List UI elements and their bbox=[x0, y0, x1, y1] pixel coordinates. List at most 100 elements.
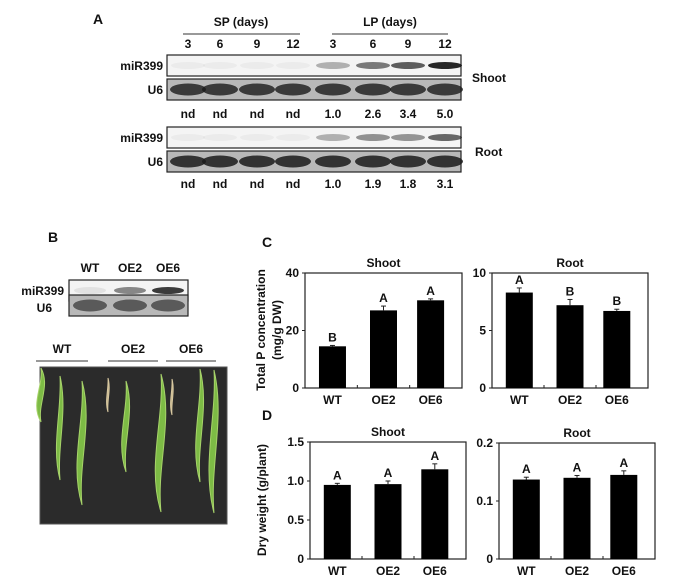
b-mir399-band bbox=[114, 287, 146, 294]
day-label: 9 bbox=[254, 37, 261, 51]
b-mir-label: miR399 bbox=[21, 284, 64, 298]
shoot-mir399-band bbox=[428, 62, 462, 69]
chart-title: Root bbox=[556, 256, 583, 270]
root-mir399-band bbox=[356, 134, 390, 141]
y-tick-label: 0 bbox=[297, 552, 304, 566]
panel-a-label: A bbox=[93, 11, 103, 27]
x-tick-label: OE6 bbox=[419, 393, 443, 407]
root-mir399-band bbox=[203, 134, 237, 141]
y-tick-label: 1.5 bbox=[287, 435, 304, 449]
leaf bbox=[208, 369, 219, 514]
y-tick-label: 40 bbox=[286, 266, 300, 280]
b-u6-band bbox=[151, 299, 185, 312]
significance-letter: A bbox=[426, 284, 435, 298]
shoot-mir399-band bbox=[316, 62, 350, 69]
bar-oe6 bbox=[421, 469, 449, 559]
c-ylabel-line2: (mg/g DW) bbox=[270, 300, 284, 360]
y-tick-label: 10 bbox=[473, 266, 487, 280]
y-tick-label: 5 bbox=[479, 324, 486, 338]
b-lane-label: OE2 bbox=[118, 261, 142, 275]
x-tick-label: OE6 bbox=[605, 393, 629, 407]
root-quant-value: nd bbox=[181, 177, 196, 191]
significance-letter: A bbox=[384, 466, 393, 480]
shoot-u6-label: U6 bbox=[148, 83, 164, 97]
y-tick-label: 0 bbox=[292, 381, 299, 395]
shoot-quant-value: 3.4 bbox=[400, 107, 417, 121]
shoot-mir399-band bbox=[276, 62, 310, 69]
bar-oe6 bbox=[610, 474, 638, 559]
b-lane-label: WT bbox=[81, 261, 100, 275]
day-label: 3 bbox=[330, 37, 337, 51]
root-mir399-band bbox=[240, 134, 274, 141]
significance-letter: B bbox=[566, 284, 575, 298]
significance-letter: B bbox=[612, 294, 621, 308]
c-ylabel-line1: Total P concentration bbox=[254, 269, 268, 391]
shoot-mir-label: miR399 bbox=[120, 59, 163, 73]
bar-oe2 bbox=[563, 477, 591, 559]
x-tick-label: OE6 bbox=[423, 564, 447, 578]
shoot-quant-value: nd bbox=[250, 107, 265, 121]
significance-letter: A bbox=[522, 462, 531, 476]
x-tick-label: WT bbox=[328, 564, 347, 578]
d-ylabel: Dry weight (g/plant) bbox=[255, 444, 269, 556]
bar-chart-d-root: Root 0 0.1 0.2 A WT A OE2 A OE6 bbox=[476, 426, 656, 578]
leaf bbox=[154, 373, 167, 513]
significance-letter: A bbox=[619, 456, 628, 470]
shoot-mir399-band bbox=[356, 62, 390, 69]
x-tick-label: OE2 bbox=[376, 564, 400, 578]
b-u6-band bbox=[113, 299, 147, 312]
chart-title: Shoot bbox=[371, 425, 405, 439]
day-label: 12 bbox=[286, 37, 300, 51]
shoot-quant-value: 1.0 bbox=[325, 107, 342, 121]
sp-header: SP (days) bbox=[214, 15, 268, 29]
panel-d-label: D bbox=[262, 407, 272, 423]
b-u6-band bbox=[73, 299, 107, 312]
leaf-photo bbox=[36, 366, 228, 525]
shoot-u6-band bbox=[202, 83, 238, 96]
leaf bbox=[106, 377, 110, 413]
significance-letter: A bbox=[573, 460, 582, 474]
root-quant-value: 1.8 bbox=[400, 177, 417, 191]
shoot-quant-value: nd bbox=[286, 107, 301, 121]
bar-oe2 bbox=[374, 484, 402, 559]
significance-letter: A bbox=[430, 449, 439, 463]
leaf bbox=[170, 378, 174, 416]
root-mir399-band bbox=[276, 134, 310, 141]
shoot-u6-band bbox=[170, 83, 206, 96]
shoot-u6-band bbox=[390, 83, 426, 96]
root-u6-band bbox=[275, 155, 311, 168]
shoot-u6-band bbox=[355, 83, 391, 96]
bar-wt bbox=[512, 479, 540, 559]
b-mir399-band bbox=[152, 287, 184, 294]
shoot-quant-value: nd bbox=[213, 107, 228, 121]
shoot-u6-band bbox=[239, 83, 275, 96]
panel-c-label: C bbox=[262, 234, 272, 250]
significance-letter: A bbox=[333, 468, 342, 482]
bar-chart-d-shoot: Shoot 0 0.5 1.0 1.5 A WT A OE2 A OE6 bbox=[287, 425, 467, 578]
y-tick-label: 0.2 bbox=[476, 436, 493, 450]
shoot-quant-value: nd bbox=[181, 107, 196, 121]
bar-oe2 bbox=[556, 305, 584, 388]
shoot-mir399-band bbox=[203, 62, 237, 69]
root-quant-value: 1.0 bbox=[325, 177, 342, 191]
bar-chart-c-root: Root 0 5 10 A WT B OE2 B OE6 bbox=[473, 256, 649, 407]
root-u6-band bbox=[390, 155, 426, 168]
shoot-mir399-band bbox=[391, 62, 425, 69]
y-tick-label: 0.5 bbox=[287, 513, 304, 527]
x-tick-label: OE2 bbox=[371, 393, 395, 407]
root-u6-band bbox=[315, 155, 351, 168]
bar-oe6 bbox=[417, 300, 445, 388]
leaf bbox=[121, 380, 131, 473]
root-mir-label: miR399 bbox=[120, 131, 163, 145]
significance-letter: A bbox=[515, 273, 524, 287]
root-mir399-band bbox=[171, 134, 205, 141]
significance-letter: A bbox=[379, 291, 388, 305]
y-tick-label: 1.0 bbox=[287, 474, 304, 488]
bar-wt bbox=[505, 292, 533, 388]
x-tick-label: OE2 bbox=[565, 564, 589, 578]
shoot-mir399-band bbox=[240, 62, 274, 69]
x-tick-label: WT bbox=[517, 564, 536, 578]
root-u6-band bbox=[427, 155, 463, 168]
root-mir399-band bbox=[428, 134, 462, 141]
